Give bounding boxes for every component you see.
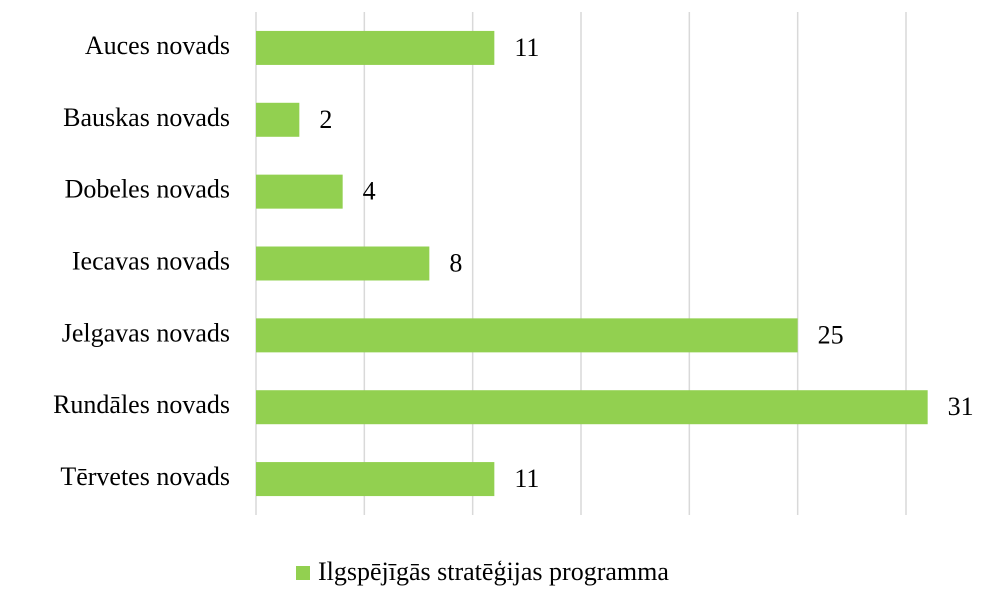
data-label: 31 (948, 392, 974, 421)
y-tick-label: Auces novads (85, 31, 230, 60)
y-tick-label: Iecavas novads (72, 246, 230, 275)
bar (256, 246, 430, 281)
bar (256, 318, 798, 353)
data-label: 11 (514, 464, 539, 493)
data-label: 11 (514, 33, 539, 62)
bar (256, 174, 343, 209)
y-tick-label: Dobeles novads (65, 175, 230, 204)
legend-label: Ilgspējīgās stratēģijas programma (318, 557, 669, 586)
bar (256, 390, 928, 425)
data-label: 4 (363, 177, 376, 206)
y-tick-label: Bauskas novads (63, 103, 230, 132)
data-label: 8 (449, 248, 462, 277)
bar (256, 102, 300, 137)
y-tick-label: Rundāles novads (53, 390, 230, 419)
y-tick-label: Jelgavas novads (62, 318, 230, 347)
legend-swatch (296, 566, 310, 580)
y-tick-label: Tērvetes novads (60, 462, 230, 491)
bar (256, 462, 495, 497)
bar (256, 30, 495, 65)
data-label: 25 (818, 320, 844, 349)
data-label: 2 (319, 105, 332, 134)
